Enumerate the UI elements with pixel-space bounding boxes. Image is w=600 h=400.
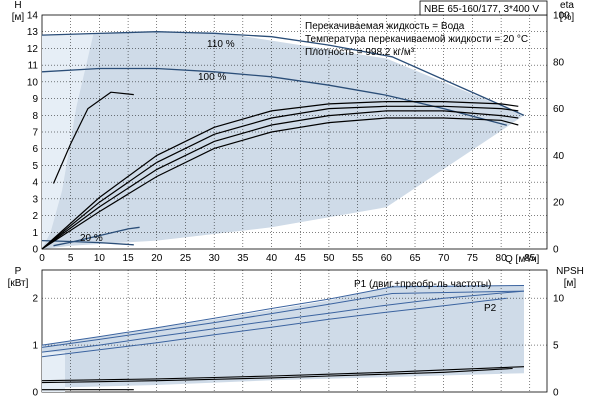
bottom-y-right-tick-label: 10	[553, 294, 565, 305]
top-x-tick-label: 15	[123, 253, 135, 264]
bottom-y-right-tick-labels: 0 5 10	[553, 294, 565, 399]
top-x-tick-label: 0	[39, 253, 45, 264]
top-y-left-tick-label: 1	[32, 228, 38, 239]
top-x-tick-label: 80	[496, 253, 508, 264]
top-y-left-tick-label: 10	[27, 77, 39, 88]
top-x-tick-label: 35	[237, 253, 249, 264]
top-y-left-tick-label: 12	[27, 44, 39, 55]
info-line-liquid: Перекачиваемая жидкость = Вода	[305, 21, 465, 32]
bottom-series-0-p1	[41, 285, 525, 346]
top-y-right-unit: [%]	[560, 12, 575, 23]
top-x-tick-label: 55	[352, 253, 364, 264]
top-series-0-110	[41, 31, 525, 116]
bottom-operating-area	[42, 285, 524, 388]
top-operating-area-low	[42, 33, 94, 250]
bottom-y-left-tick-labels: 0 1 2	[32, 294, 38, 399]
bottom-y-right-tick-label: 5	[553, 341, 559, 352]
bottom-y-left-tick-label: 0	[32, 388, 38, 399]
bottom-operating-area-low	[42, 352, 65, 392]
top-series-3-curve	[53, 226, 140, 247]
curve-label-p1: P1 (двиг.+преобр-ль частоты)	[354, 278, 491, 290]
top-series-7-curve	[41, 110, 519, 250]
top-y-left-unit: [м]	[12, 12, 25, 23]
bottom-series-5-curve	[41, 367, 513, 384]
top-y-right-tick-label: 40	[553, 151, 565, 162]
top-y-left-tick-label: 2	[32, 211, 38, 222]
top-y-left-label: H	[14, 0, 21, 11]
x-axis-label: Q [м³/ч]	[505, 254, 540, 265]
top-y-right-tick-label: 60	[553, 104, 565, 115]
bottom-series-2-p2	[41, 290, 525, 353]
top-y-left-tick-label: 0	[32, 245, 38, 256]
top-x-tick-label: 5	[68, 253, 74, 264]
top-series	[41, 31, 525, 250]
top-series-1-100	[41, 67, 507, 126]
top-y-right-tick-label: 100	[553, 11, 570, 22]
info-line-temperature: Температура перекачиваемой жидкости = 20…	[305, 34, 528, 45]
bottom-y-left-unit: [кВт]	[8, 278, 29, 289]
title-box	[419, 0, 548, 16]
bottom-series-4-curve	[41, 366, 525, 382]
top-x-tick-label: 50	[323, 253, 335, 264]
bottom-y-left-tick-label: 1	[32, 341, 38, 352]
top-y-left-tick-label: 8	[32, 111, 38, 122]
top-x-tick-label: 25	[180, 253, 192, 264]
info-line-density: Плотность = 998.2 кг/м³	[305, 47, 415, 58]
top-series-5-curve	[41, 100, 519, 250]
top-x-tick-label: 40	[266, 253, 278, 264]
bottom-y-left-label: P	[15, 266, 22, 277]
bottom-y-right-label: NPSH	[556, 266, 584, 277]
top-x-tick-label: 10	[94, 253, 106, 264]
curve-label-110: 110 %	[207, 39, 235, 50]
top-y-left-tick-label: 3	[32, 194, 38, 205]
top-series-2-20	[41, 239, 134, 246]
top-y-left-tick-label: 6	[32, 144, 38, 155]
top-x-tick-label: 30	[209, 253, 221, 264]
top-x-tick-label: 60	[381, 253, 393, 264]
curve-label-p2: P2	[484, 303, 497, 314]
top-y-left-tick-label: 11	[28, 61, 39, 72]
bottom-series-3-curve	[41, 297, 507, 358]
top-y-right-tick-label: 20	[553, 198, 565, 209]
bottom-y-left-tick-label: 2	[32, 294, 38, 305]
top-y-left-tick-label: 13	[27, 27, 39, 38]
top-y-left-tick-label: 9	[32, 94, 38, 105]
top-series-6-curve	[41, 105, 519, 250]
head-efficiency-panel: 0 5 10 15 20 25 30 35 40 45 50 55 60 65 70 75 80 85 01234…	[12, 0, 575, 265]
top-y-left-tick-label: 7	[32, 128, 38, 139]
top-y-right-tick-label: 0	[553, 245, 559, 256]
top-y-left-tick-label: 4	[32, 178, 38, 189]
top-x-tick-label: 65	[409, 253, 421, 264]
chart-title: NBE 65-160/177, 3*400 V	[424, 4, 539, 15]
curve-label-100: 100 %	[198, 72, 226, 83]
power-npsh-panel: 0 1 2 0 5 10 P [кВт] NPSH [м] P1 (двиг.+прео…	[8, 266, 584, 399]
top-y-right-tick-labels: 0 20 40 60 80 100	[553, 11, 570, 256]
top-x-tick-label: 45	[295, 253, 307, 264]
top-operating-areas	[42, 31, 524, 250]
bottom-y-right-unit: [м]	[564, 278, 577, 289]
curve-label-20: 20 %	[80, 233, 103, 244]
bottom-y-right-tick-label: 0	[553, 388, 559, 399]
top-y-right-label: eta	[560, 0, 574, 11]
top-operating-area	[42, 31, 524, 250]
top-x-tick-label: 75	[467, 253, 479, 264]
top-x-tick-label: 70	[438, 253, 450, 264]
top-series-8-curve	[41, 117, 519, 250]
top-x-tick-label: 85	[524, 253, 536, 264]
bottom-series	[41, 285, 525, 391]
top-y-left-tick-label: 14	[27, 11, 39, 22]
top-x-tick-label: 20	[151, 253, 163, 264]
top-y-right-tick-label: 80	[553, 57, 565, 68]
top-grid	[42, 15, 547, 249]
bottom-series-1-curve	[41, 290, 525, 348]
top-y-left-tick-label: 5	[32, 161, 38, 172]
top-series-4-curve	[52, 91, 134, 184]
top-x-tick-labels: 0 5 10 15 20 25 30 35 40 45 50 55 60 65 70 75 80 85	[39, 253, 536, 264]
